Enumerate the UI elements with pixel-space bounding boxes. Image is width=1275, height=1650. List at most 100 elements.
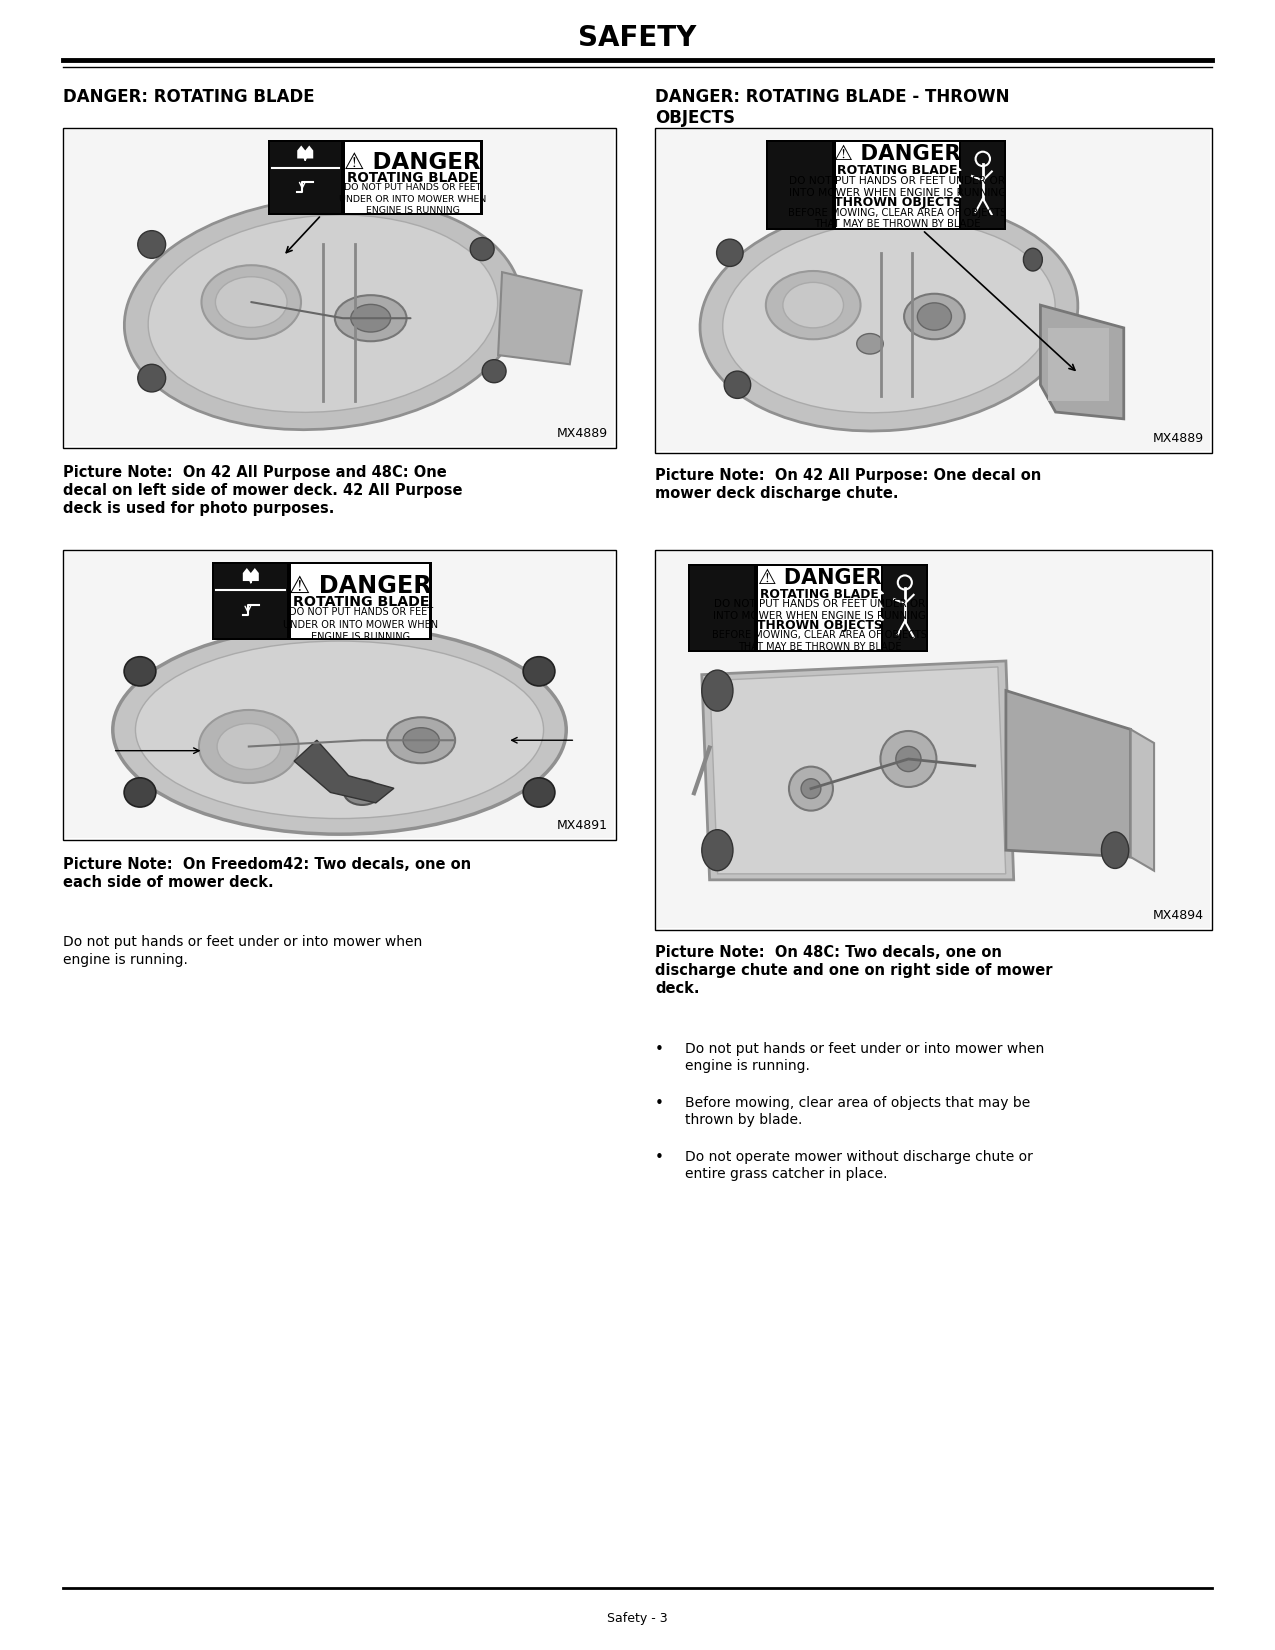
Text: ⚠ DANGER: ⚠ DANGER — [289, 574, 432, 597]
Text: engine is running.: engine is running. — [685, 1059, 810, 1072]
Ellipse shape — [217, 724, 280, 769]
Polygon shape — [242, 568, 259, 581]
Text: SAFETY: SAFETY — [578, 25, 696, 53]
Polygon shape — [1040, 305, 1123, 419]
Ellipse shape — [215, 277, 287, 327]
Text: Picture Note:  On 42 All Purpose and 48C: One: Picture Note: On 42 All Purpose and 48C:… — [62, 465, 446, 480]
Text: engine is running.: engine is running. — [62, 954, 187, 967]
Bar — [657, 553, 1210, 927]
Text: DANGER: ROTATING BLADE: DANGER: ROTATING BLADE — [62, 87, 315, 106]
Ellipse shape — [1024, 248, 1043, 271]
Text: •: • — [655, 1096, 664, 1110]
Text: Do not put hands or feet under or into mower when: Do not put hands or feet under or into m… — [62, 936, 422, 949]
Bar — [655, 549, 1213, 931]
Ellipse shape — [351, 304, 390, 332]
Ellipse shape — [523, 657, 555, 686]
Text: Picture Note:  On 48C: Two decals, one on: Picture Note: On 48C: Two decals, one on — [655, 945, 1002, 960]
Ellipse shape — [135, 642, 543, 818]
Circle shape — [789, 767, 833, 810]
Ellipse shape — [917, 304, 951, 330]
Text: MX4894: MX4894 — [1153, 909, 1204, 922]
Ellipse shape — [124, 777, 156, 807]
Bar — [269, 142, 340, 213]
Polygon shape — [297, 145, 314, 158]
Ellipse shape — [701, 670, 733, 711]
Ellipse shape — [482, 360, 506, 383]
Ellipse shape — [724, 371, 751, 398]
Ellipse shape — [717, 239, 743, 266]
Bar — [344, 142, 479, 213]
Ellipse shape — [1102, 832, 1128, 868]
Text: DO NOT PUT HANDS OR FEET
UNDER OR INTO MOWER WHEN
ENGINE IS RUNNING: DO NOT PUT HANDS OR FEET UNDER OR INTO M… — [339, 183, 486, 214]
Text: MX4889: MX4889 — [557, 427, 608, 441]
Text: ROTATING BLADE: ROTATING BLADE — [292, 594, 430, 609]
Circle shape — [896, 746, 921, 772]
Text: BEFORE MOWING, CLEAR AREA OF OBJECTS
THAT MAY BE THROWN BY BLADE: BEFORE MOWING, CLEAR AREA OF OBJECTS THA… — [711, 630, 927, 652]
Text: each side of mower deck.: each side of mower deck. — [62, 874, 274, 889]
Text: THROWN OBJECTS: THROWN OBJECTS — [756, 619, 882, 632]
Ellipse shape — [344, 780, 380, 805]
Text: deck is used for photo purposes.: deck is used for photo purposes. — [62, 502, 334, 516]
Text: •: • — [655, 1150, 664, 1165]
Bar — [214, 564, 287, 639]
Ellipse shape — [138, 365, 166, 393]
Bar — [769, 142, 831, 228]
Ellipse shape — [857, 333, 884, 355]
Text: Do not operate mower without discharge chute or: Do not operate mower without discharge c… — [685, 1150, 1033, 1163]
Text: mower deck discharge chute.: mower deck discharge chute. — [655, 487, 899, 502]
Text: Safety - 3: Safety - 3 — [607, 1612, 667, 1625]
Text: entire grass catcher in place.: entire grass catcher in place. — [685, 1167, 887, 1181]
Text: deck.: deck. — [655, 982, 700, 997]
Bar — [62, 129, 616, 449]
Ellipse shape — [112, 625, 566, 835]
Polygon shape — [701, 662, 1014, 879]
Bar — [835, 142, 959, 228]
Bar — [691, 566, 754, 650]
Text: Before mowing, clear area of objects that may be: Before mowing, clear area of objects tha… — [685, 1096, 1030, 1110]
Ellipse shape — [766, 271, 861, 340]
Text: ⚠ DANGER: ⚠ DANGER — [834, 144, 961, 163]
Bar — [65, 130, 615, 446]
Bar — [268, 140, 483, 214]
Text: MX4891: MX4891 — [557, 818, 608, 832]
Ellipse shape — [124, 657, 156, 686]
Text: THROWN OBJECTS: THROWN OBJECTS — [834, 196, 961, 210]
Text: ROTATING BLADE: ROTATING BLADE — [347, 172, 478, 185]
Text: DO NOT PUT HANDS OR FEET UNDER OR
INTO MOWER WHEN ENGINE IS RUNNING: DO NOT PUT HANDS OR FEET UNDER OR INTO M… — [713, 599, 926, 620]
Text: DANGER: ROTATING BLADE - THROWN
OBJECTS: DANGER: ROTATING BLADE - THROWN OBJECTS — [655, 87, 1010, 127]
Ellipse shape — [523, 777, 555, 807]
Text: ⚠ DANGER: ⚠ DANGER — [757, 568, 881, 587]
Text: ⚠ DANGER: ⚠ DANGER — [344, 152, 481, 175]
Ellipse shape — [125, 198, 521, 429]
Text: discharge chute and one on right side of mower: discharge chute and one on right side of… — [655, 964, 1052, 978]
Ellipse shape — [700, 201, 1077, 431]
Ellipse shape — [403, 728, 440, 752]
Bar — [688, 564, 928, 652]
Bar — [884, 566, 927, 650]
Bar — [655, 129, 1213, 454]
Circle shape — [881, 731, 936, 787]
Bar — [213, 563, 432, 640]
Ellipse shape — [388, 718, 455, 764]
Bar — [657, 130, 1210, 450]
Polygon shape — [1006, 691, 1131, 856]
Bar — [1048, 328, 1109, 401]
Polygon shape — [499, 272, 581, 365]
Bar — [766, 140, 1006, 229]
Ellipse shape — [904, 294, 965, 340]
Ellipse shape — [335, 295, 407, 342]
Ellipse shape — [353, 785, 371, 799]
Text: DO NOT PUT HANDS OR FEET
UNDER OR INTO MOWER WHEN
ENGINE IS RUNNING: DO NOT PUT HANDS OR FEET UNDER OR INTO M… — [283, 607, 439, 642]
Ellipse shape — [201, 266, 301, 338]
Text: Picture Note:  On 42 All Purpose: One decal on: Picture Note: On 42 All Purpose: One dec… — [655, 469, 1042, 483]
Text: DO NOT PUT HANDS OR FEET UNDER OR
INTO MOWER WHEN ENGINE IS RUNNING: DO NOT PUT HANDS OR FEET UNDER OR INTO M… — [789, 177, 1006, 198]
Polygon shape — [1131, 729, 1154, 871]
Polygon shape — [710, 667, 1006, 874]
Text: decal on left side of mower deck. 42 All Purpose: decal on left side of mower deck. 42 All… — [62, 483, 463, 498]
Ellipse shape — [783, 282, 844, 328]
Text: Picture Note:  On Freedom42: Two decals, one on: Picture Note: On Freedom42: Two decals, … — [62, 856, 472, 871]
Ellipse shape — [701, 830, 733, 871]
Text: Do not put hands or feet under or into mower when: Do not put hands or feet under or into m… — [685, 1043, 1044, 1056]
Circle shape — [801, 779, 821, 799]
Ellipse shape — [148, 214, 497, 412]
